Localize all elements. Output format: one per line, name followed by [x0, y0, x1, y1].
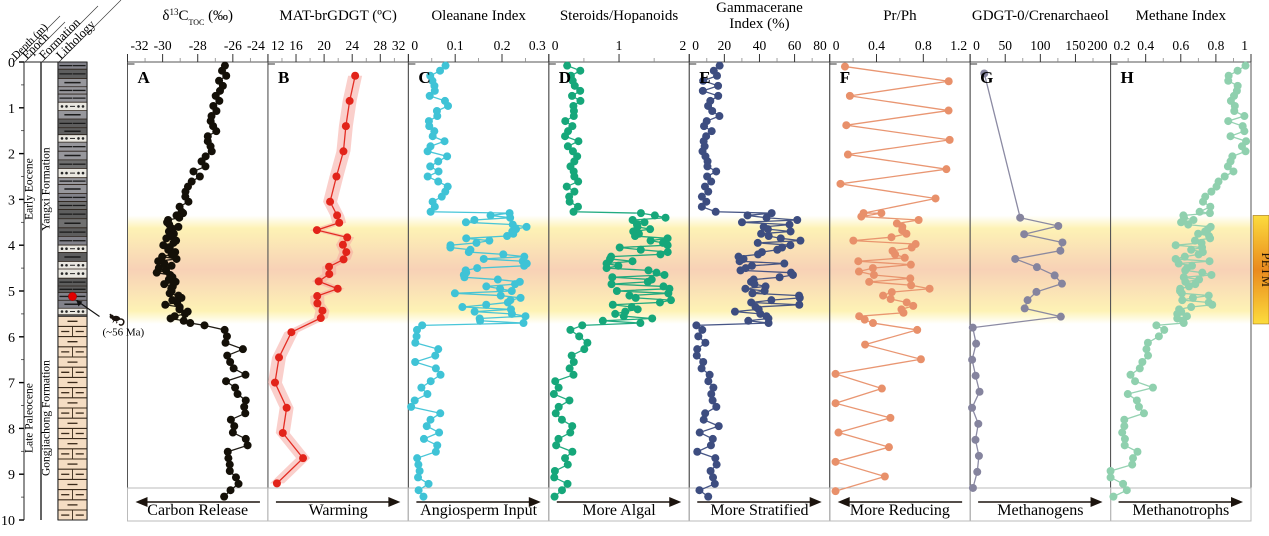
svg-text:B: B	[278, 68, 289, 87]
svg-text:Oleanane Index: Oleanane Index	[431, 8, 526, 24]
svg-text:4: 4	[8, 239, 15, 254]
svg-text:0.8: 0.8	[915, 38, 932, 53]
svg-text:1: 1	[616, 38, 623, 53]
svg-text:E: E	[699, 68, 710, 87]
svg-text:1: 1	[8, 102, 15, 117]
svg-text:2: 2	[680, 38, 687, 53]
svg-text:Methanogens: Methanogens	[997, 502, 1083, 519]
svg-text:0.3: 0.3	[529, 38, 546, 53]
svg-text:MAT-brGDGT (ºC): MAT-brGDGT (ºC)	[279, 8, 397, 24]
svg-text:0.4: 0.4	[1137, 38, 1154, 53]
svg-text:7: 7	[8, 377, 15, 392]
svg-text:10: 10	[1, 514, 15, 529]
svg-text:60: 60	[788, 38, 802, 53]
svg-text:-26: -26	[224, 38, 242, 53]
svg-text:1.2: 1.2	[950, 38, 967, 53]
svg-text:0.1: 0.1	[447, 38, 464, 53]
svg-text:-24: -24	[247, 38, 265, 53]
svg-text:0.2: 0.2	[1114, 38, 1131, 53]
svg-text:Early Eocene: Early Eocene	[24, 158, 36, 220]
svg-text:150: 150	[1065, 38, 1086, 53]
svg-text:40: 40	[753, 38, 767, 53]
svg-text:2: 2	[8, 148, 15, 163]
svg-text:(~56 Ma): (~56 Ma)	[103, 327, 145, 339]
svg-text:200: 200	[1087, 38, 1108, 53]
svg-text:Index (%): Index (%)	[729, 16, 789, 32]
svg-text:100: 100	[1030, 38, 1051, 53]
svg-text:More Stratified: More Stratified	[710, 502, 808, 519]
svg-text:28: 28	[374, 38, 388, 53]
svg-text:More Algal: More Algal	[582, 502, 656, 519]
svg-text:0: 0	[973, 38, 980, 53]
svg-text:D: D	[559, 68, 571, 87]
svg-text:0.8: 0.8	[1207, 38, 1224, 53]
svg-text:G: G	[980, 68, 993, 87]
svg-text:50: 50	[998, 38, 1012, 53]
svg-text:Pr/Ph: Pr/Ph	[883, 8, 917, 24]
svg-text:0.4: 0.4	[868, 38, 885, 53]
svg-text:5: 5	[8, 285, 15, 300]
svg-text:PETM: PETM	[1259, 252, 1269, 287]
svg-text:20: 20	[718, 38, 732, 53]
svg-text:Gongjiachong Formation: Gongjiachong Formation	[41, 360, 53, 476]
svg-text:0: 0	[833, 38, 840, 53]
svg-text:32: 32	[392, 38, 406, 53]
svg-text:24: 24	[345, 38, 359, 53]
svg-text:Steroids/Hopanoids: Steroids/Hopanoids	[560, 8, 678, 24]
svg-text:C: C	[418, 68, 430, 87]
svg-text:Methane Index: Methane Index	[1136, 8, 1227, 24]
svg-text:Late Paleocene: Late Paleocene	[24, 383, 36, 453]
svg-text:0: 0	[692, 38, 699, 53]
svg-text:Methanotrophs: Methanotrophs	[1132, 502, 1229, 519]
svg-text:80: 80	[813, 38, 827, 53]
svg-text:3: 3	[8, 193, 15, 208]
svg-text:0: 0	[552, 38, 559, 53]
svg-text:Yangxi Formation: Yangxi Formation	[41, 147, 53, 231]
svg-text:8: 8	[8, 422, 15, 437]
svg-text:Warming: Warming	[309, 502, 368, 519]
svg-text:12: 12	[271, 38, 285, 53]
svg-text:More Reducing: More Reducing	[850, 502, 950, 519]
svg-text:F: F	[840, 68, 850, 87]
svg-text:6: 6	[8, 331, 15, 346]
svg-text:0: 0	[411, 38, 418, 53]
svg-text:Angiosperm Input: Angiosperm Input	[420, 502, 537, 519]
svg-text:20: 20	[317, 38, 331, 53]
svg-text:0.2: 0.2	[494, 38, 511, 53]
svg-text:Gammacerane: Gammacerane	[716, 0, 803, 16]
svg-text:-28: -28	[189, 38, 207, 53]
svg-text:A: A	[138, 68, 151, 87]
svg-text:GDGT-0/Crenarchaeol: GDGT-0/Crenarchaeol	[972, 8, 1109, 24]
svg-text:-30: -30	[154, 38, 172, 53]
svg-text:1: 1	[1241, 38, 1248, 53]
svg-text:H: H	[1121, 68, 1134, 87]
svg-text:0.6: 0.6	[1172, 38, 1189, 53]
svg-text:-32: -32	[131, 38, 149, 53]
svg-text:Carbon Release: Carbon Release	[147, 502, 248, 519]
svg-text:9: 9	[8, 468, 15, 483]
svg-text:16: 16	[289, 38, 303, 53]
